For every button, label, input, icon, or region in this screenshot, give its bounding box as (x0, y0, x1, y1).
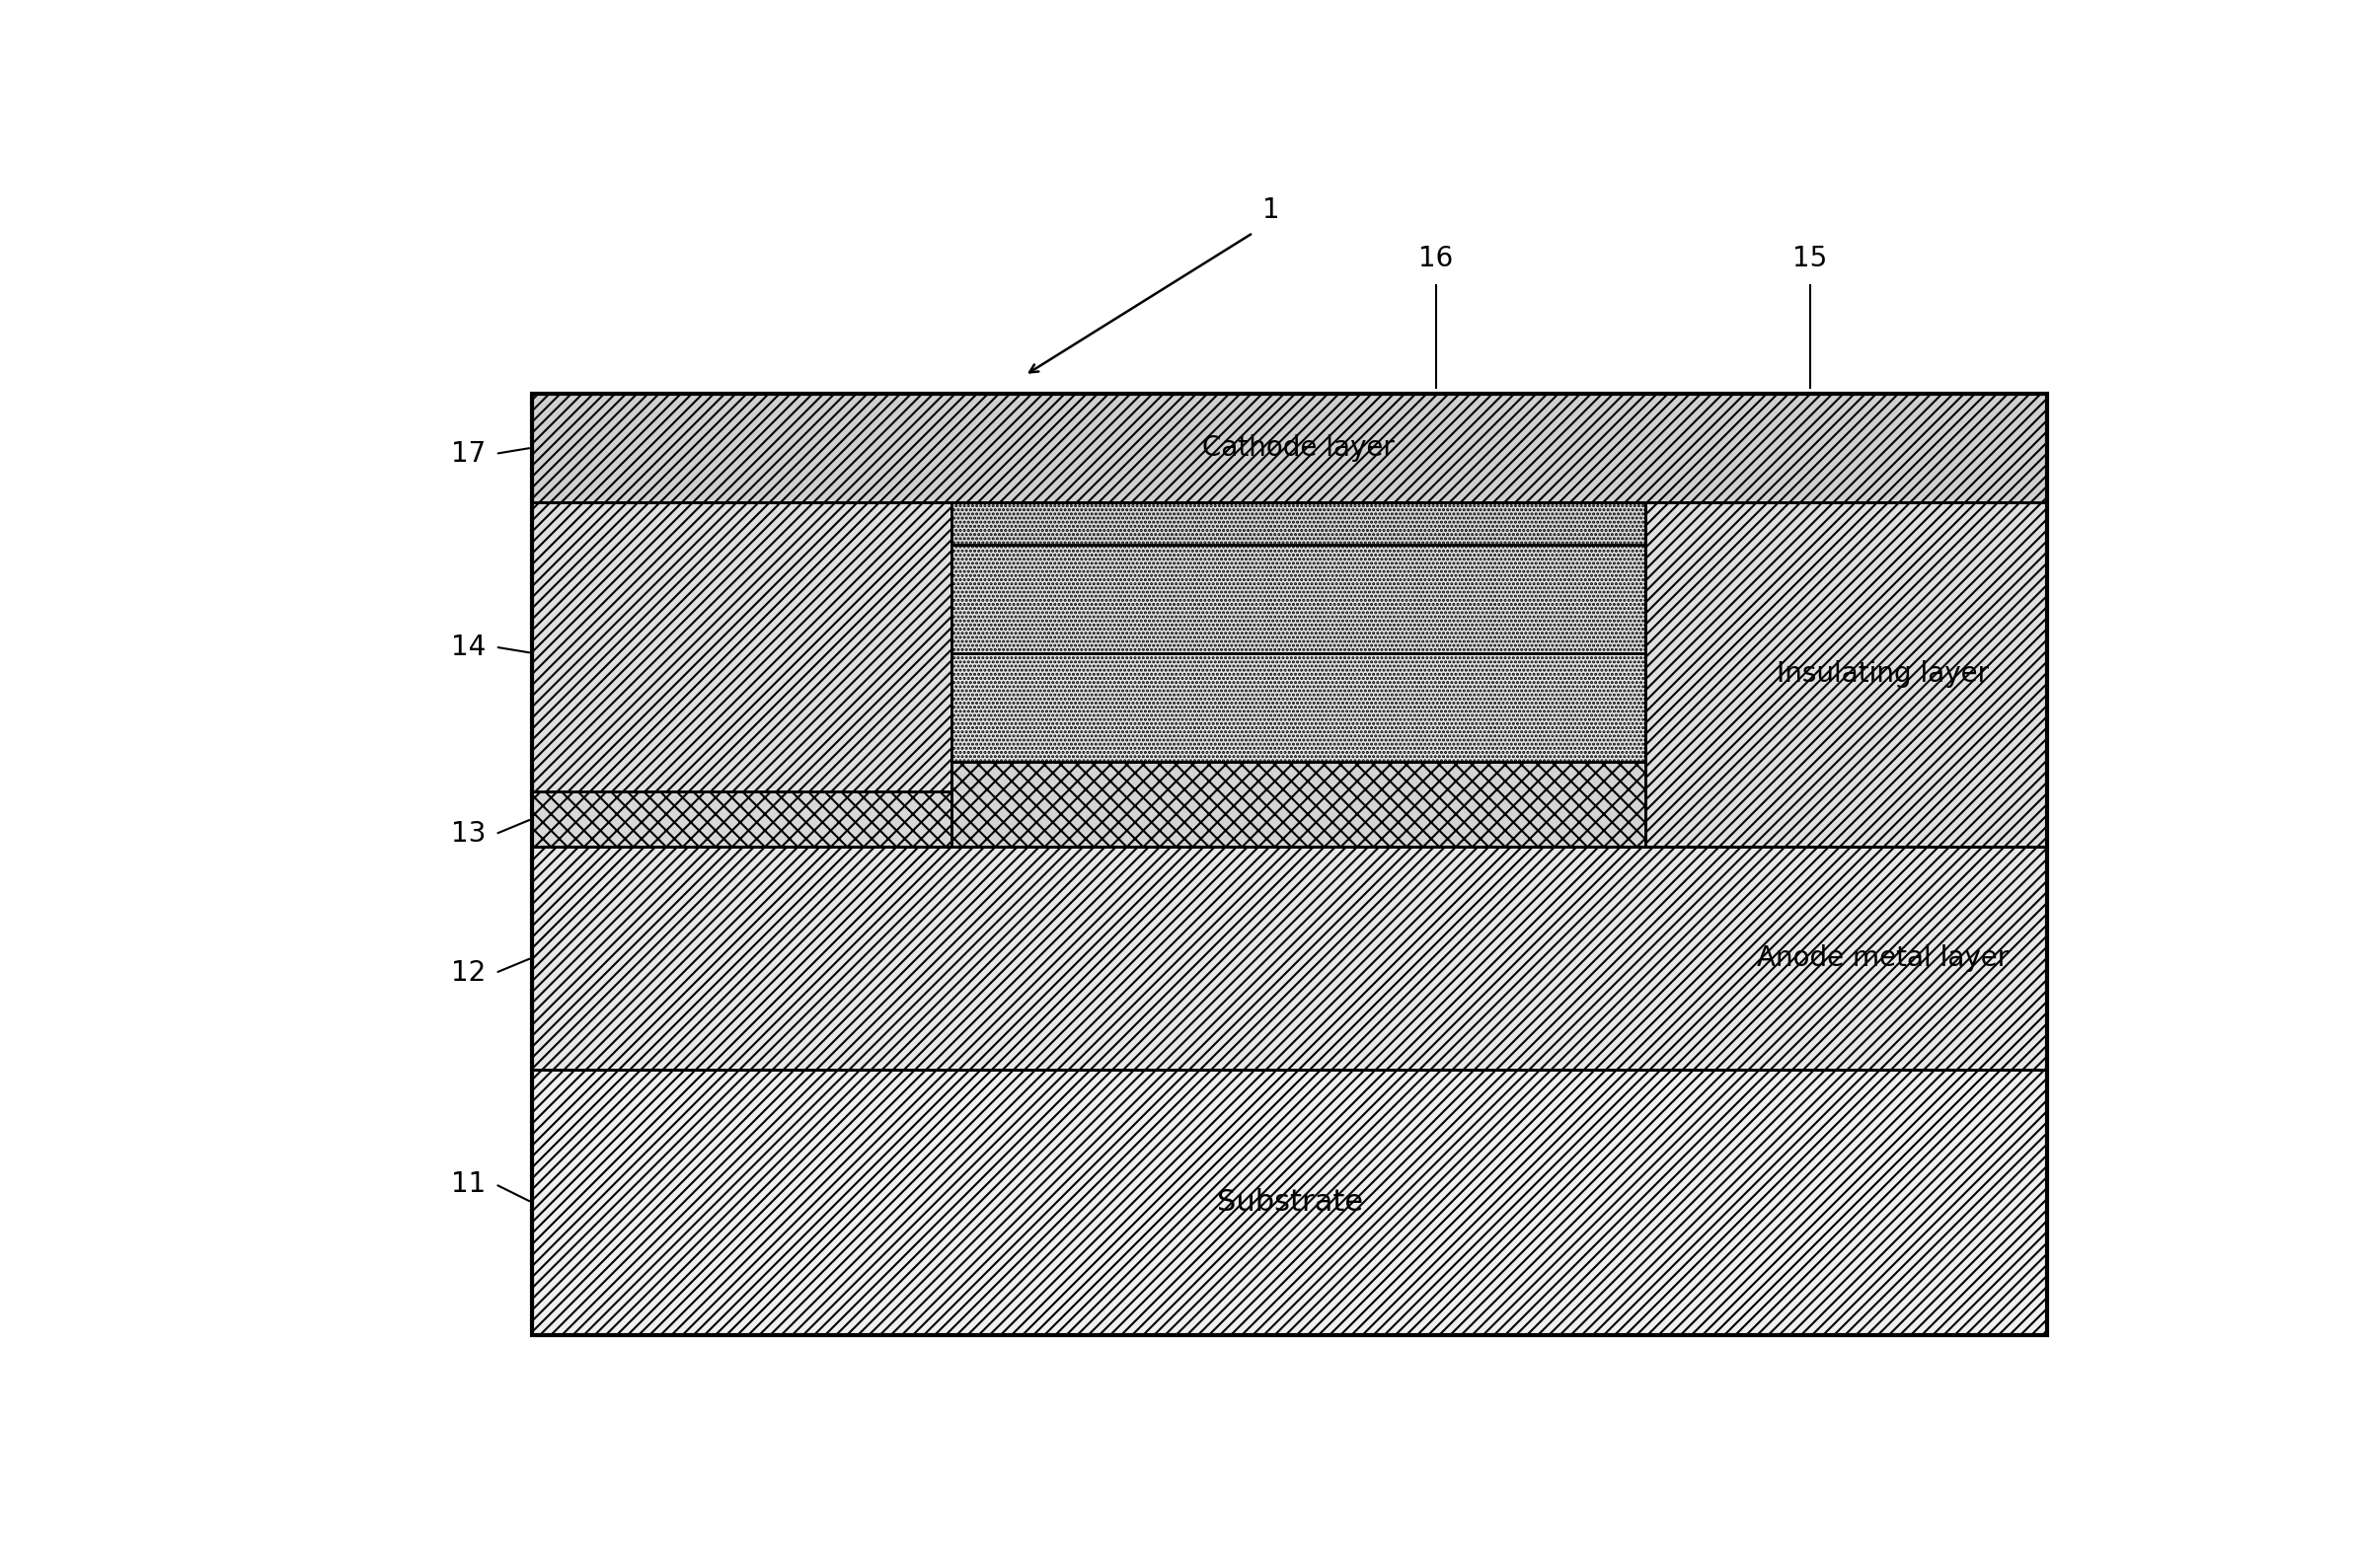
Bar (952, 544, 1644, 652)
Text: Organic luminescent layer: Organic luminescent layer (1119, 585, 1480, 613)
Text: Hole transport layer: Hole transport layer (1162, 693, 1437, 721)
Bar (532, 394, 2047, 1334)
Bar (532, 502, 952, 792)
Text: 11: 11 (452, 1170, 485, 1198)
Text: Substrate: Substrate (1216, 1189, 1362, 1217)
Text: 12: 12 (452, 960, 485, 986)
Text: Insulating layer: Insulating layer (1776, 660, 1988, 688)
Text: Metal oxide layer: Metal oxide layer (1180, 790, 1416, 818)
Bar (1644, 502, 2047, 847)
Bar (952, 502, 1644, 544)
Text: 15: 15 (1793, 245, 1828, 273)
Bar (532, 1069, 2047, 1334)
Bar (532, 394, 2047, 502)
Text: 1: 1 (1263, 196, 1279, 224)
Text: 14: 14 (452, 633, 485, 660)
Bar (532, 847, 2047, 1069)
Bar (532, 792, 2047, 847)
Bar (952, 762, 1644, 847)
Text: 17: 17 (452, 441, 485, 467)
Bar (952, 652, 1644, 762)
Text: 13: 13 (452, 820, 485, 848)
Text: Anode metal layer: Anode metal layer (1758, 944, 2010, 972)
Text: Cathode layer: Cathode layer (1202, 434, 1395, 461)
Text: 16: 16 (1418, 245, 1454, 273)
